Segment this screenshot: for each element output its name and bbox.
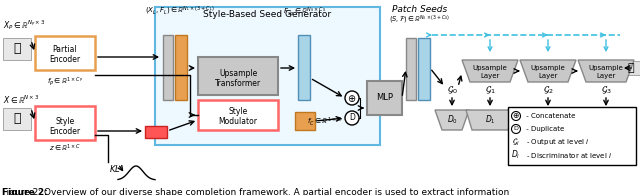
Text: $f_P \in \mathbb{R}^{1 \times C_P}$: $f_P \in \mathbb{R}^{1 \times C_P}$ [47,76,83,88]
Text: $D_0$: $D_0$ [447,114,458,126]
Circle shape [511,112,520,121]
Text: $\oplus$: $\oplus$ [512,112,520,121]
Text: Partial: Partial [52,45,77,54]
Text: $X_P \in \mathbb{R}^{N_P \times 3}$: $X_P \in \mathbb{R}^{N_P \times 3}$ [3,18,45,32]
Circle shape [345,111,359,125]
Text: 🪑: 🪑 [13,113,20,126]
Bar [35,106,95,140]
Text: $D_i$: $D_i$ [511,149,521,161]
Text: Layer: Layer [538,73,557,79]
Bar [163,35,173,100]
Text: - Discriminator at level $i$: - Discriminator at level $i$ [524,151,612,160]
Bar [298,35,310,100]
Text: $\mathcal{G}_i$: $\mathcal{G}_i$ [512,136,520,148]
Text: $D_1$: $D_1$ [484,114,495,126]
Bar [175,35,187,100]
Text: $F_{sp} \in \mathbb{R}^{N_S \times C_S}$: $F_{sp} \in \mathbb{R}^{N_S \times C_S}$ [284,5,327,19]
Polygon shape [578,60,634,82]
Polygon shape [582,110,630,130]
Text: $f_C \in \mathbb{R}^{1 \times C_P}$: $f_C \in \mathbb{R}^{1 \times C_P}$ [307,116,344,128]
Text: $(S, \mathcal{F}) \in \mathbb{R}^{N_S \times (3+C_S)}$: $(S, \mathcal{F}) \in \mathbb{R}^{N_S \t… [389,14,451,26]
Text: $\mathcal{G}_3$: $\mathcal{G}_3$ [600,84,611,96]
Bar [406,38,416,100]
Text: Style-Based Seed Generator: Style-Based Seed Generator [204,10,332,19]
Text: Layer: Layer [480,73,500,79]
Text: - Duplicate: - Duplicate [524,126,564,132]
Text: - Concatenate: - Concatenate [524,113,575,119]
Text: Upsample: Upsample [589,65,623,71]
Text: Upsample: Upsample [531,65,565,71]
Circle shape [345,91,359,105]
Bar [198,57,278,95]
Bar [367,81,402,115]
Text: $\mathcal{G}_1$: $\mathcal{G}_1$ [484,84,495,96]
Text: Upsample: Upsample [472,65,508,71]
Text: $X \in \mathbb{R}^{N \times 3}$: $X \in \mathbb{R}^{N \times 3}$ [3,94,40,106]
Text: 🪑: 🪑 [13,43,20,56]
Polygon shape [462,60,518,82]
Polygon shape [435,110,469,130]
Bar [155,7,380,145]
Polygon shape [466,110,514,130]
Bar [3,108,31,130]
Text: $KL$: $KL$ [109,162,121,174]
Text: Patch Seeds: Patch Seeds [392,5,447,14]
Text: Style: Style [228,107,248,116]
Text: $\oplus$: $\oplus$ [348,92,356,104]
Polygon shape [524,110,572,130]
Text: $D_2$: $D_2$ [543,114,554,126]
Text: $D_3$: $D_3$ [600,114,611,126]
Text: Encoder: Encoder [49,56,81,65]
Text: Transformer: Transformer [215,79,261,88]
Text: Figure 2: Overview of our diverse shape completion framework. A partial encoder : Figure 2: Overview of our diverse shape … [2,188,509,195]
Text: MLP: MLP [376,93,393,103]
Bar [198,100,278,130]
Bar [295,112,315,130]
Text: D: D [349,113,355,122]
Bar [622,61,640,75]
Text: $(X_L, F_L) \in \mathbb{R}^{N_L \times (3+C_L)}$: $(X_L, F_L) \in \mathbb{R}^{N_L \times (… [145,5,215,17]
Text: Layer: Layer [596,73,616,79]
Bar [3,38,31,60]
Text: D: D [513,127,518,131]
Text: Upsample: Upsample [219,68,257,77]
Text: $z \in \mathbb{R}^{1 \times C}$: $z \in \mathbb{R}^{1 \times C}$ [49,142,81,154]
Text: $\mathcal{G}_0$: $\mathcal{G}_0$ [447,84,458,96]
Bar [145,126,167,138]
Text: $\mathcal{G}_2$: $\mathcal{G}_2$ [543,84,554,96]
Polygon shape [520,60,576,82]
Circle shape [511,124,520,134]
Bar [508,107,636,165]
Text: Style: Style [56,116,75,126]
Text: - Output at level $i$: - Output at level $i$ [524,137,589,147]
Text: Modulator: Modulator [218,118,257,127]
Bar [35,36,95,70]
Text: Figure 2:: Figure 2: [2,188,48,195]
Text: 🪑: 🪑 [628,63,634,73]
Bar [418,38,430,100]
Text: Encoder: Encoder [49,127,81,136]
